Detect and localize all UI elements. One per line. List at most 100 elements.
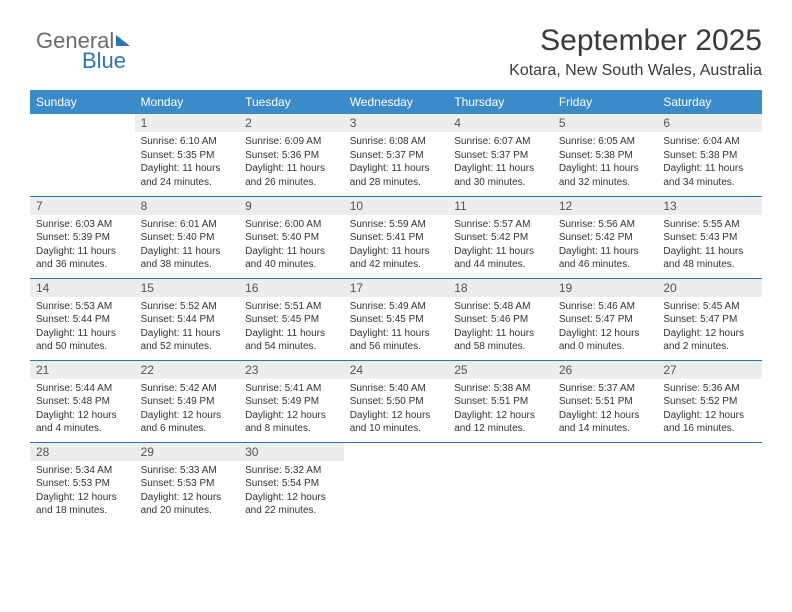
day-details: Sunrise: 5:41 AMSunset: 5:49 PMDaylight:… (239, 379, 344, 440)
day-number: 17 (344, 279, 449, 297)
calendar-cell: 18Sunrise: 5:48 AMSunset: 5:46 PMDayligh… (448, 278, 553, 360)
calendar-cell: 2Sunrise: 6:09 AMSunset: 5:36 PMDaylight… (239, 114, 344, 196)
calendar-cell: 17Sunrise: 5:49 AMSunset: 5:45 PMDayligh… (344, 278, 449, 360)
calendar-cell: 10Sunrise: 5:59 AMSunset: 5:41 PMDayligh… (344, 196, 449, 278)
day-details: Sunrise: 5:46 AMSunset: 5:47 PMDaylight:… (553, 297, 658, 358)
day-details: Sunrise: 5:52 AMSunset: 5:44 PMDaylight:… (135, 297, 240, 358)
calendar-table: SundayMondayTuesdayWednesdayThursdayFrid… (30, 90, 762, 524)
day-header: Monday (135, 90, 240, 114)
calendar-week-row: 21Sunrise: 5:44 AMSunset: 5:48 PMDayligh… (30, 360, 762, 442)
page-title: September 2025 (30, 24, 762, 58)
day-number: 28 (30, 443, 135, 461)
calendar-week-row: 14Sunrise: 5:53 AMSunset: 5:44 PMDayligh… (30, 278, 762, 360)
day-details: Sunrise: 5:59 AMSunset: 5:41 PMDaylight:… (344, 215, 449, 276)
calendar-cell: 24Sunrise: 5:40 AMSunset: 5:50 PMDayligh… (344, 360, 449, 442)
day-details: Sunrise: 5:51 AMSunset: 5:45 PMDaylight:… (239, 297, 344, 358)
day-details: Sunrise: 6:09 AMSunset: 5:36 PMDaylight:… (239, 132, 344, 193)
day-number: 9 (239, 197, 344, 215)
calendar-cell (553, 442, 658, 524)
day-number: 23 (239, 361, 344, 379)
calendar-cell (344, 442, 449, 524)
day-details: Sunrise: 6:10 AMSunset: 5:35 PMDaylight:… (135, 132, 240, 193)
calendar-cell: 21Sunrise: 5:44 AMSunset: 5:48 PMDayligh… (30, 360, 135, 442)
day-number: 20 (657, 279, 762, 297)
day-number: 18 (448, 279, 553, 297)
calendar-cell: 3Sunrise: 6:08 AMSunset: 5:37 PMDaylight… (344, 114, 449, 196)
day-details: Sunrise: 5:36 AMSunset: 5:52 PMDaylight:… (657, 379, 762, 440)
calendar-week-row: 28Sunrise: 5:34 AMSunset: 5:53 PMDayligh… (30, 442, 762, 524)
calendar-cell: 27Sunrise: 5:36 AMSunset: 5:52 PMDayligh… (657, 360, 762, 442)
day-details: Sunrise: 5:56 AMSunset: 5:42 PMDaylight:… (553, 215, 658, 276)
day-details: Sunrise: 5:42 AMSunset: 5:49 PMDaylight:… (135, 379, 240, 440)
day-number: 14 (30, 279, 135, 297)
day-header: Sunday (30, 90, 135, 114)
location-text: Kotara, New South Wales, Australia (30, 62, 762, 80)
day-number: 25 (448, 361, 553, 379)
day-number: 26 (553, 361, 658, 379)
day-details: Sunrise: 5:55 AMSunset: 5:43 PMDaylight:… (657, 215, 762, 276)
day-details: Sunrise: 5:48 AMSunset: 5:46 PMDaylight:… (448, 297, 553, 358)
calendar-cell: 26Sunrise: 5:37 AMSunset: 5:51 PMDayligh… (553, 360, 658, 442)
day-header-row: SundayMondayTuesdayWednesdayThursdayFrid… (30, 90, 762, 114)
day-details: Sunrise: 6:07 AMSunset: 5:37 PMDaylight:… (448, 132, 553, 193)
day-number: 3 (344, 114, 449, 132)
calendar-week-row: 7Sunrise: 6:03 AMSunset: 5:39 PMDaylight… (30, 196, 762, 278)
day-header: Thursday (448, 90, 553, 114)
calendar-week-row: 1Sunrise: 6:10 AMSunset: 5:35 PMDaylight… (30, 114, 762, 196)
calendar-cell: 1Sunrise: 6:10 AMSunset: 5:35 PMDaylight… (135, 114, 240, 196)
calendar-cell: 11Sunrise: 5:57 AMSunset: 5:42 PMDayligh… (448, 196, 553, 278)
day-details: Sunrise: 6:03 AMSunset: 5:39 PMDaylight:… (30, 215, 135, 276)
day-details: Sunrise: 6:04 AMSunset: 5:38 PMDaylight:… (657, 132, 762, 193)
calendar-cell: 14Sunrise: 5:53 AMSunset: 5:44 PMDayligh… (30, 278, 135, 360)
day-details: Sunrise: 5:44 AMSunset: 5:48 PMDaylight:… (30, 379, 135, 440)
day-details: Sunrise: 5:53 AMSunset: 5:44 PMDaylight:… (30, 297, 135, 358)
day-header: Wednesday (344, 90, 449, 114)
calendar-cell: 20Sunrise: 5:45 AMSunset: 5:47 PMDayligh… (657, 278, 762, 360)
day-header: Friday (553, 90, 658, 114)
calendar-cell: 8Sunrise: 6:01 AMSunset: 5:40 PMDaylight… (135, 196, 240, 278)
brand-logo: General Blue (36, 30, 130, 72)
calendar-cell: 12Sunrise: 5:56 AMSunset: 5:42 PMDayligh… (553, 196, 658, 278)
day-details: Sunrise: 5:33 AMSunset: 5:53 PMDaylight:… (135, 461, 240, 522)
calendar-cell: 6Sunrise: 6:04 AMSunset: 5:38 PMDaylight… (657, 114, 762, 196)
day-number: 2 (239, 114, 344, 132)
day-number: 8 (135, 197, 240, 215)
day-number: 21 (30, 361, 135, 379)
day-number: 5 (553, 114, 658, 132)
day-details: Sunrise: 6:05 AMSunset: 5:38 PMDaylight:… (553, 132, 658, 193)
day-number: 30 (239, 443, 344, 461)
day-details: Sunrise: 5:49 AMSunset: 5:45 PMDaylight:… (344, 297, 449, 358)
day-details: Sunrise: 5:37 AMSunset: 5:51 PMDaylight:… (553, 379, 658, 440)
day-details: Sunrise: 6:01 AMSunset: 5:40 PMDaylight:… (135, 215, 240, 276)
calendar-cell: 5Sunrise: 6:05 AMSunset: 5:38 PMDaylight… (553, 114, 658, 196)
day-number: 16 (239, 279, 344, 297)
calendar-cell: 19Sunrise: 5:46 AMSunset: 5:47 PMDayligh… (553, 278, 658, 360)
brand-text-2: Blue (82, 50, 130, 72)
day-number: 29 (135, 443, 240, 461)
day-number: 19 (553, 279, 658, 297)
calendar-cell: 30Sunrise: 5:32 AMSunset: 5:54 PMDayligh… (239, 442, 344, 524)
day-number: 6 (657, 114, 762, 132)
day-header: Tuesday (239, 90, 344, 114)
calendar-cell (30, 114, 135, 196)
calendar-cell: 13Sunrise: 5:55 AMSunset: 5:43 PMDayligh… (657, 196, 762, 278)
calendar-cell: 29Sunrise: 5:33 AMSunset: 5:53 PMDayligh… (135, 442, 240, 524)
day-number: 22 (135, 361, 240, 379)
day-details: Sunrise: 5:57 AMSunset: 5:42 PMDaylight:… (448, 215, 553, 276)
day-number: 12 (553, 197, 658, 215)
calendar-cell: 22Sunrise: 5:42 AMSunset: 5:49 PMDayligh… (135, 360, 240, 442)
calendar-cell: 15Sunrise: 5:52 AMSunset: 5:44 PMDayligh… (135, 278, 240, 360)
day-number: 7 (30, 197, 135, 215)
day-header: Saturday (657, 90, 762, 114)
brand-triangle-icon (116, 35, 130, 46)
day-number: 13 (657, 197, 762, 215)
day-details: Sunrise: 5:45 AMSunset: 5:47 PMDaylight:… (657, 297, 762, 358)
calendar-cell: 28Sunrise: 5:34 AMSunset: 5:53 PMDayligh… (30, 442, 135, 524)
day-number: 10 (344, 197, 449, 215)
calendar-cell (657, 442, 762, 524)
day-number: 4 (448, 114, 553, 132)
calendar-cell: 16Sunrise: 5:51 AMSunset: 5:45 PMDayligh… (239, 278, 344, 360)
day-details: Sunrise: 6:08 AMSunset: 5:37 PMDaylight:… (344, 132, 449, 193)
day-number: 11 (448, 197, 553, 215)
day-details: Sunrise: 5:32 AMSunset: 5:54 PMDaylight:… (239, 461, 344, 522)
